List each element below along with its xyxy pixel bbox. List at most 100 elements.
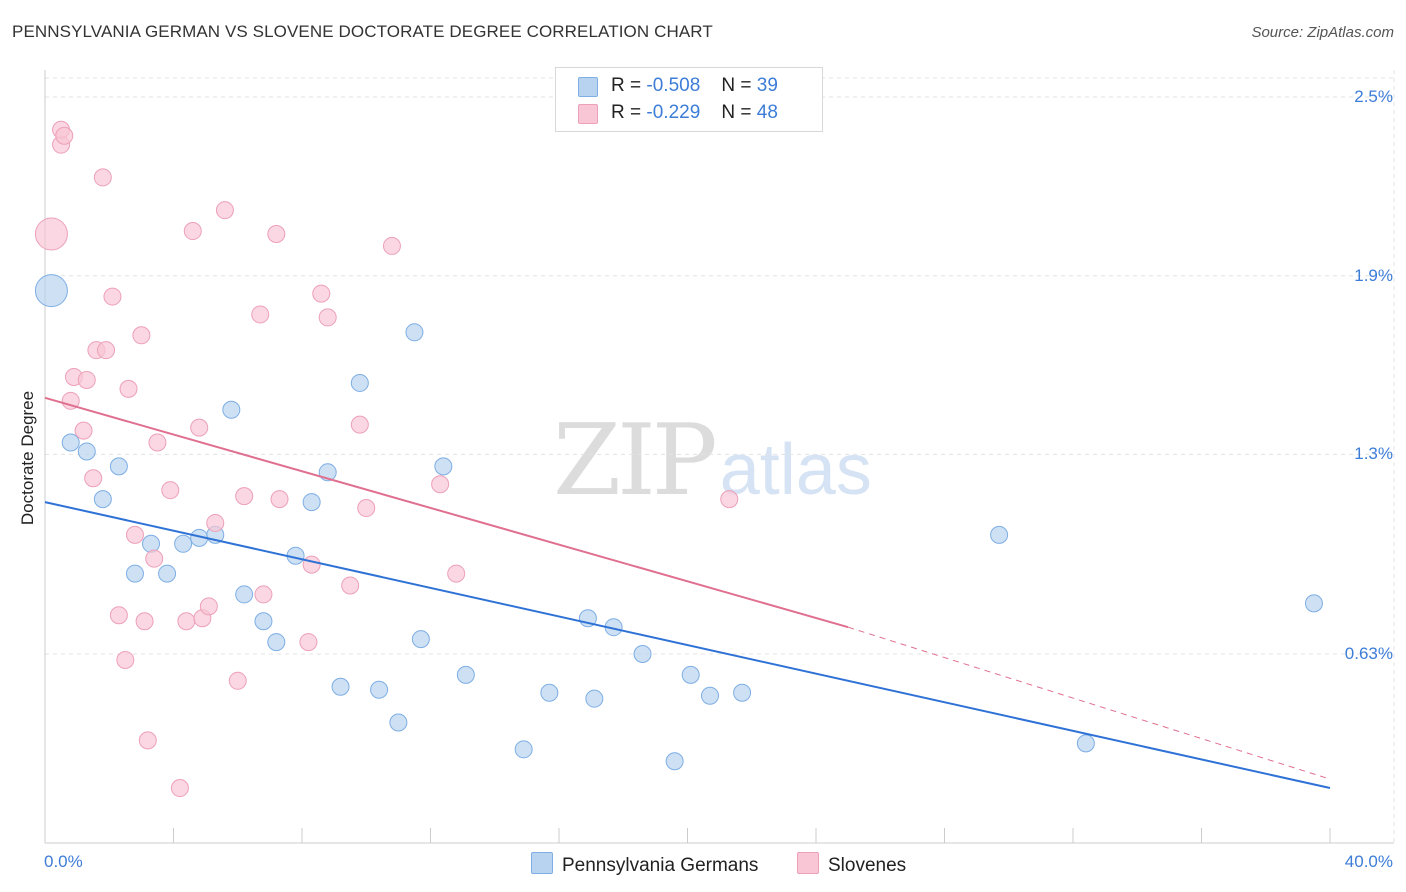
- data-point-slovenes: [125, 525, 144, 544]
- data-point-slovenes: [215, 201, 234, 220]
- trend-line-slovenes: [44, 396, 849, 629]
- legend-label: Slovenes: [828, 855, 907, 876]
- data-point-pennsylvania-germans: [411, 630, 430, 649]
- data-point-pennsylvania-germans: [733, 683, 752, 702]
- r-label: R =: [611, 75, 642, 96]
- data-point-slovenes: [55, 126, 74, 145]
- data-point-pennsylvania-germans: [585, 689, 604, 708]
- data-point-pennsylvania-germans: [990, 525, 1009, 544]
- blue-swatch: [578, 77, 598, 97]
- data-point-pennsylvania-germans: [1304, 594, 1323, 613]
- data-point-slovenes: [228, 671, 247, 690]
- data-point-slovenes: [97, 341, 116, 360]
- data-point-pennsylvania-germans: [350, 373, 369, 392]
- data-point-pennsylvania-germans: [633, 645, 652, 663]
- y-tick-label: 2.5%: [1354, 87, 1393, 106]
- pink-swatch: [578, 104, 598, 124]
- pink-swatch: [797, 852, 819, 874]
- data-point-slovenes: [74, 421, 93, 440]
- data-point-slovenes: [84, 469, 103, 488]
- data-point-slovenes: [720, 490, 739, 509]
- data-point-slovenes: [161, 481, 180, 500]
- data-point-slovenes: [312, 284, 331, 303]
- y-axis-label: Doctorate Degree: [18, 390, 37, 526]
- data-point-pennsylvania-germans: [61, 433, 80, 452]
- data-point-pennsylvania-germans: [389, 713, 408, 732]
- y-tick-label: 1.9%: [1354, 265, 1393, 285]
- n-label: N =: [721, 75, 752, 96]
- data-point-slovenes: [109, 606, 128, 625]
- data-point-slovenes: [341, 576, 360, 595]
- data-point-slovenes: [235, 487, 254, 506]
- data-point-pennsylvania-germans: [405, 323, 424, 342]
- data-point-pennsylvania-germans: [434, 457, 453, 476]
- data-point-pennsylvania-germans: [93, 490, 112, 509]
- data-point-pennsylvania-germans: [1076, 734, 1095, 753]
- data-point-slovenes: [103, 287, 122, 306]
- data-point-slovenes: [190, 418, 209, 437]
- data-point-pennsylvania-germans: [700, 686, 719, 705]
- n-value: 39: [756, 75, 778, 96]
- data-point-slovenes: [357, 499, 376, 518]
- data-point-pennsylvania-germans: [254, 612, 273, 631]
- data-point-slovenes: [148, 433, 167, 452]
- data-point-pennsylvania-germans: [540, 683, 559, 702]
- data-point-pennsylvania-germans: [142, 534, 161, 553]
- data-point-pennsylvania-germans: [302, 493, 321, 512]
- data-point-slovenes: [170, 779, 189, 798]
- data-point-slovenes: [135, 612, 154, 631]
- data-point-slovenes: [447, 564, 466, 583]
- legend-row-text: R = -0.229 N = 48: [611, 102, 778, 124]
- correlation-legend: R = -0.508 N = 39 R = -0.229 N = 48: [555, 67, 823, 132]
- data-point-slovenes: [183, 222, 202, 241]
- data-point-pennsylvania-germans: [331, 677, 350, 696]
- data-point-pennsylvania-germans: [681, 665, 700, 684]
- r-label: R =: [611, 102, 642, 123]
- data-point-pennsylvania-germans: [77, 442, 96, 461]
- data-point-pennsylvania-germans: [235, 585, 254, 604]
- data-point-slovenes: [267, 225, 286, 244]
- data-point-pennsylvania-germans: [267, 633, 286, 652]
- data-point-pennsylvania-germans: [125, 564, 144, 583]
- data-point-pennsylvania-germans: [456, 665, 475, 684]
- blue-swatch: [531, 852, 553, 874]
- data-point-pennsylvania-germans: [370, 680, 389, 699]
- data-point-slovenes: [138, 731, 157, 750]
- x-tick-label-max: 40.0%: [1344, 852, 1393, 871]
- trend-line-extension-slovenes: [847, 626, 1331, 780]
- chart-title: PENNSYLVANIA GERMAN VS SLOVENE DOCTORATE…: [12, 22, 713, 41]
- data-point-pennsylvania-germans: [158, 564, 177, 583]
- n-value: 48: [756, 102, 778, 123]
- data-point-slovenes: [199, 597, 218, 616]
- data-point-slovenes: [382, 236, 401, 255]
- data-point-slovenes: [77, 370, 96, 389]
- legend-item-slovenes: Slovenes: [797, 852, 906, 877]
- data-point-slovenes: [132, 326, 151, 345]
- y-tick-label: 0.63%: [1344, 644, 1393, 663]
- data-point-slovenes: [350, 415, 369, 434]
- legend-row-text: R = -0.508 N = 39: [611, 75, 778, 97]
- trend-line-pennsylvania-germans: [44, 501, 1331, 790]
- source-label: Source: ZipAtlas.com: [1251, 24, 1394, 41]
- data-point-slovenes: [177, 612, 196, 631]
- data-point-slovenes: [93, 168, 112, 187]
- data-point-slovenes: [34, 217, 68, 251]
- data-point-slovenes: [251, 305, 270, 324]
- legend-label: Pennsylvania Germans: [562, 855, 759, 876]
- data-point-slovenes: [61, 391, 80, 410]
- data-point-slovenes: [254, 585, 273, 604]
- data-point-slovenes: [299, 633, 318, 652]
- data-point-pennsylvania-germans: [514, 740, 533, 759]
- data-point-pennsylvania-germans: [222, 400, 241, 419]
- data-point-pennsylvania-germans: [174, 534, 193, 553]
- data-point-slovenes: [270, 490, 289, 509]
- data-point-slovenes: [318, 308, 337, 327]
- r-value: -0.229: [646, 102, 701, 123]
- data-point-slovenes: [116, 650, 135, 669]
- data-point-slovenes: [431, 475, 450, 494]
- x-tick-label-min: 0.0%: [44, 852, 83, 871]
- n-label: N =: [721, 102, 752, 123]
- data-point-slovenes: [206, 513, 225, 532]
- data-point-slovenes: [145, 549, 164, 568]
